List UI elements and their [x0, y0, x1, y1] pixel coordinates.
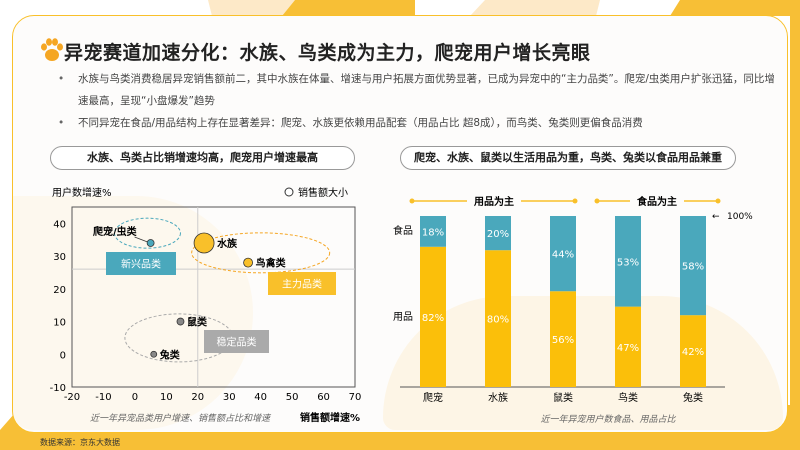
group-label: 用品为主	[473, 195, 514, 208]
series-label-food: 食品	[393, 224, 413, 237]
category-label: 爬宠	[423, 391, 443, 404]
group-label: 食品为主	[636, 195, 677, 208]
scatter-point	[243, 257, 253, 268]
point-label: 爬宠/虫类	[92, 225, 137, 238]
scatter-header: 水族、鸟类占比销增速均高，爬宠用户增速最高	[50, 146, 355, 170]
bar-segment-food	[615, 216, 641, 307]
bar-segment-supplies	[420, 246, 446, 387]
group-label-box	[268, 272, 336, 295]
page-title: 异宠赛道加速分化：水族、鸟类成为主力，爬宠用户增长亮眼	[64, 42, 591, 64]
x-tick-label: 10	[160, 392, 173, 403]
data-label: 82%	[422, 313, 444, 324]
x-tick-label: -10	[95, 392, 111, 403]
scatter-point	[146, 239, 155, 247]
arrow-icon: ←	[712, 212, 720, 222]
bar-segment-food	[680, 216, 706, 316]
bullet-item: 水族与鸟类消费稳居异宠销售额前二，其中水族在体量、增速与用户拓展方面优势显著，已…	[58, 68, 778, 112]
group-label: 稳定品类	[217, 336, 257, 349]
data-label: 80%	[487, 315, 509, 326]
x-tick-label: 20	[191, 392, 204, 403]
bar-caption: 近一年异宠用户数食品、用品占比	[540, 414, 676, 425]
point-label: 水族	[216, 237, 238, 250]
group-label-box	[106, 252, 176, 275]
x-tick-label: 40	[254, 392, 267, 403]
data-label: 42%	[682, 347, 704, 358]
x-axis-label: 销售额增速%	[300, 411, 360, 424]
bar-segment-food	[550, 216, 576, 292]
scatter-caption: 近一年异宠品类用户增速、销售额占比和增速	[90, 413, 272, 424]
bar-segment-supplies	[550, 291, 576, 387]
group-dot	[409, 198, 415, 204]
group-label: 新兴品类	[121, 258, 161, 271]
bullet-list: 水族与鸟类消费稳居异宠销售额前二，其中水族在体量、增速与用户拓展方面优势显著，已…	[58, 68, 778, 134]
series-label-supplies: 用品	[393, 311, 413, 323]
category-label: 鸟类	[618, 391, 638, 404]
x-tick-label: -20	[64, 392, 80, 403]
group-dot	[715, 198, 721, 204]
bar-segment-supplies	[680, 315, 706, 387]
leader-line	[134, 236, 148, 243]
scatter-point	[193, 232, 215, 254]
plot-frame	[71, 206, 356, 388]
data-label: 47%	[617, 343, 639, 354]
y-tick-label: 10	[53, 318, 66, 329]
background-blob	[383, 296, 783, 430]
category-label: 鼠类	[553, 391, 573, 404]
y-tick-label: 0	[60, 350, 66, 361]
category-label: 水族	[488, 391, 508, 404]
y-tick-label: 40	[53, 219, 66, 230]
legend-marker	[284, 187, 294, 197]
data-label: 44%	[552, 250, 574, 261]
y-tick-label: 20	[53, 285, 66, 296]
content-card	[12, 15, 788, 433]
total-label: 100%	[727, 212, 753, 222]
data-label: 20%	[487, 229, 509, 240]
background-blob	[13, 196, 253, 430]
bullet-item: 不同异宠在食品/用品结构上存在显著差异：爬宠、水族更依赖用品配套（用品占比 超8…	[58, 112, 778, 134]
scatter-point	[150, 350, 158, 358]
y-tick-label: -10	[50, 383, 66, 394]
x-tick-label: 70	[349, 392, 362, 403]
point-label: 兔类	[159, 348, 180, 361]
point-label: 鼠类	[187, 316, 207, 329]
data-source: 数据来源：京东大数据	[40, 438, 120, 447]
data-label: 56%	[552, 335, 574, 346]
group-label-box	[204, 330, 269, 353]
bar-segment-food	[485, 216, 511, 251]
category-label: 兔类	[683, 391, 703, 404]
group-ellipse	[191, 232, 331, 274]
bar-segment-supplies	[615, 306, 641, 387]
x-tick-label: 30	[223, 392, 236, 403]
scatter-point	[176, 317, 185, 326]
paw-icon	[41, 38, 63, 61]
point-label: 鸟禽类	[256, 257, 286, 270]
data-label: 53%	[617, 257, 639, 268]
bar-header: 爬宠、水族、鼠类以生活用品为重，鸟类、兔类以食品用品兼重	[400, 146, 736, 170]
bar-segment-food	[420, 216, 446, 247]
x-tick-label: 60	[317, 392, 330, 403]
group-dot	[572, 198, 578, 204]
y-tick-label: 30	[53, 252, 66, 263]
bar-segment-supplies	[485, 250, 511, 387]
y-axis-label: 用户数增速%	[52, 186, 112, 199]
legend-label: 销售额大小	[298, 186, 348, 199]
group-label: 主力品类	[282, 278, 322, 291]
data-label: 18%	[422, 227, 444, 238]
x-tick-label: 50	[286, 392, 299, 403]
group-ellipse	[113, 217, 181, 249]
x-tick-label: 0	[132, 392, 138, 403]
group-dot	[594, 198, 600, 204]
data-label: 58%	[682, 262, 704, 273]
